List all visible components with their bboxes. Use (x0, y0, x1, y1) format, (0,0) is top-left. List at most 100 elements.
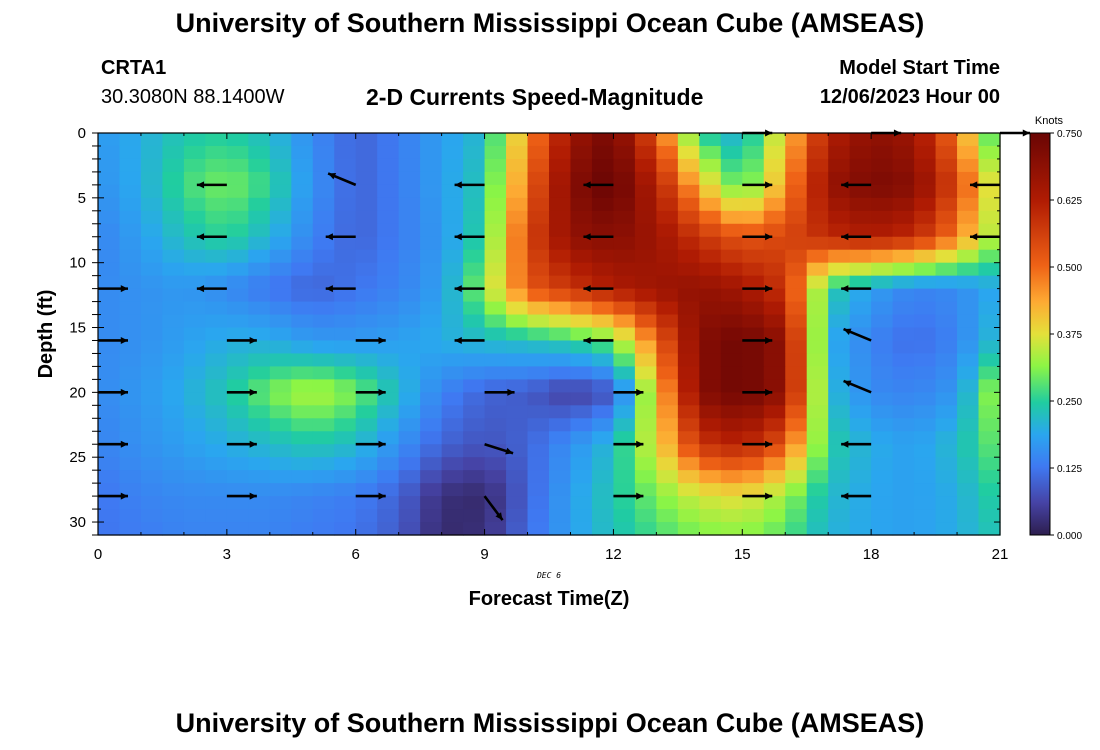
heatmap-cell (591, 353, 615, 368)
heatmap-cell (441, 379, 464, 393)
heatmap-cell (720, 470, 743, 484)
heatmap-cell (226, 392, 249, 406)
heatmap-cell (420, 184, 443, 199)
heatmap-cell (398, 236, 421, 251)
heatmap-cell (957, 509, 980, 523)
heatmap-cell (312, 197, 335, 212)
heatmap-cell (656, 301, 679, 316)
heatmap-cell (613, 314, 636, 329)
heatmap-cell (162, 483, 185, 497)
heatmap-cell (205, 379, 228, 393)
heatmap-cell (699, 340, 722, 355)
current-vector-arrow (454, 181, 485, 189)
heatmap-cell (291, 340, 314, 355)
heatmap-cell (828, 418, 851, 432)
heatmap-cell (398, 145, 421, 160)
heatmap-cell (291, 249, 314, 264)
current-vector-arrow (742, 129, 773, 137)
heatmap-cell (699, 236, 722, 251)
current-vector-arrow (98, 337, 128, 344)
heatmap-cell (484, 470, 507, 484)
heatmap-cell (634, 470, 657, 484)
heatmap-cell (699, 171, 722, 186)
heatmap-cell (248, 496, 271, 510)
heatmap-cell (634, 262, 657, 277)
heatmap-cell (506, 522, 529, 536)
heatmap-cell (248, 392, 271, 406)
heatmap-cell (484, 457, 507, 471)
heatmap-cell (849, 509, 872, 523)
heatmap-cell (828, 288, 851, 303)
heatmap-cell (763, 418, 786, 432)
heatmap-cell (634, 223, 657, 238)
heatmap-cell (527, 223, 550, 238)
heatmap-cell (420, 392, 443, 406)
heatmap-cell (162, 171, 185, 186)
heatmap-cell (119, 314, 142, 329)
heatmap-cell (463, 249, 486, 264)
heatmap-cell (420, 379, 443, 393)
heatmap-cell (226, 418, 249, 432)
heatmap-cell (742, 158, 765, 173)
heatmap-cell (506, 236, 529, 251)
heatmap-cell (98, 431, 121, 445)
heatmap-cell (506, 301, 529, 316)
heatmap-cell (312, 184, 335, 199)
heatmap-cell (871, 522, 894, 536)
heatmap-cell (205, 223, 228, 238)
heatmap-cell (871, 145, 894, 160)
heatmap-cell (699, 522, 722, 536)
heatmap-cell (763, 275, 786, 290)
heatmap-cell (334, 314, 357, 329)
heatmap-cell (742, 431, 765, 445)
heatmap-cell (914, 444, 937, 458)
heatmap-cell (742, 275, 765, 290)
heatmap-cell (119, 223, 142, 238)
heatmap-cell (291, 405, 314, 419)
heatmap-cell (312, 470, 335, 484)
heatmap-cell (634, 353, 657, 368)
heatmap-cell (634, 288, 657, 303)
heatmap-cell (98, 133, 121, 147)
heatmap-cell (935, 522, 958, 536)
heatmap-cell (291, 223, 314, 238)
heatmap-cell (677, 171, 700, 186)
colorbar (1029, 132, 1051, 536)
heatmap-cell (549, 496, 572, 510)
heatmap-cell (463, 418, 486, 432)
heatmap-cell (871, 444, 894, 458)
heatmap-cell (441, 236, 464, 251)
heatmap-cell (205, 483, 228, 497)
heatmap-cell (849, 301, 872, 316)
heatmap-cell (763, 522, 786, 536)
heatmap-cell (806, 197, 829, 212)
y-tick-label: 0 (78, 125, 86, 142)
heatmap-cell (119, 379, 142, 393)
heatmap-cell (119, 197, 142, 212)
heatmap-cell (871, 405, 894, 419)
heatmap-cell (119, 444, 142, 458)
heatmap-cell (269, 197, 292, 212)
heatmap-cell (892, 496, 915, 510)
heatmap-cell (355, 457, 378, 471)
heatmap-cell (355, 275, 378, 290)
heatmap-cell (677, 457, 700, 471)
heatmap-cell (656, 340, 679, 355)
heatmap-cell (312, 275, 335, 290)
heatmap-cell (570, 133, 593, 147)
heatmap-cell (355, 158, 378, 173)
heatmap-cell (677, 340, 700, 355)
heatmap-cell (226, 366, 249, 380)
heatmap-cell (484, 288, 507, 303)
current-vector-arrow (196, 181, 227, 189)
heatmap-cell (484, 496, 507, 510)
heatmap-cell (377, 483, 400, 497)
heatmap-cell (269, 496, 292, 510)
heatmap-cell (871, 288, 894, 303)
heatmap-cell (205, 327, 228, 342)
heatmap-cell (806, 314, 829, 329)
heatmap-cell (677, 262, 700, 277)
heatmap-cell (398, 366, 421, 380)
heatmap-cell (312, 392, 335, 406)
heatmap-cell (291, 314, 314, 329)
